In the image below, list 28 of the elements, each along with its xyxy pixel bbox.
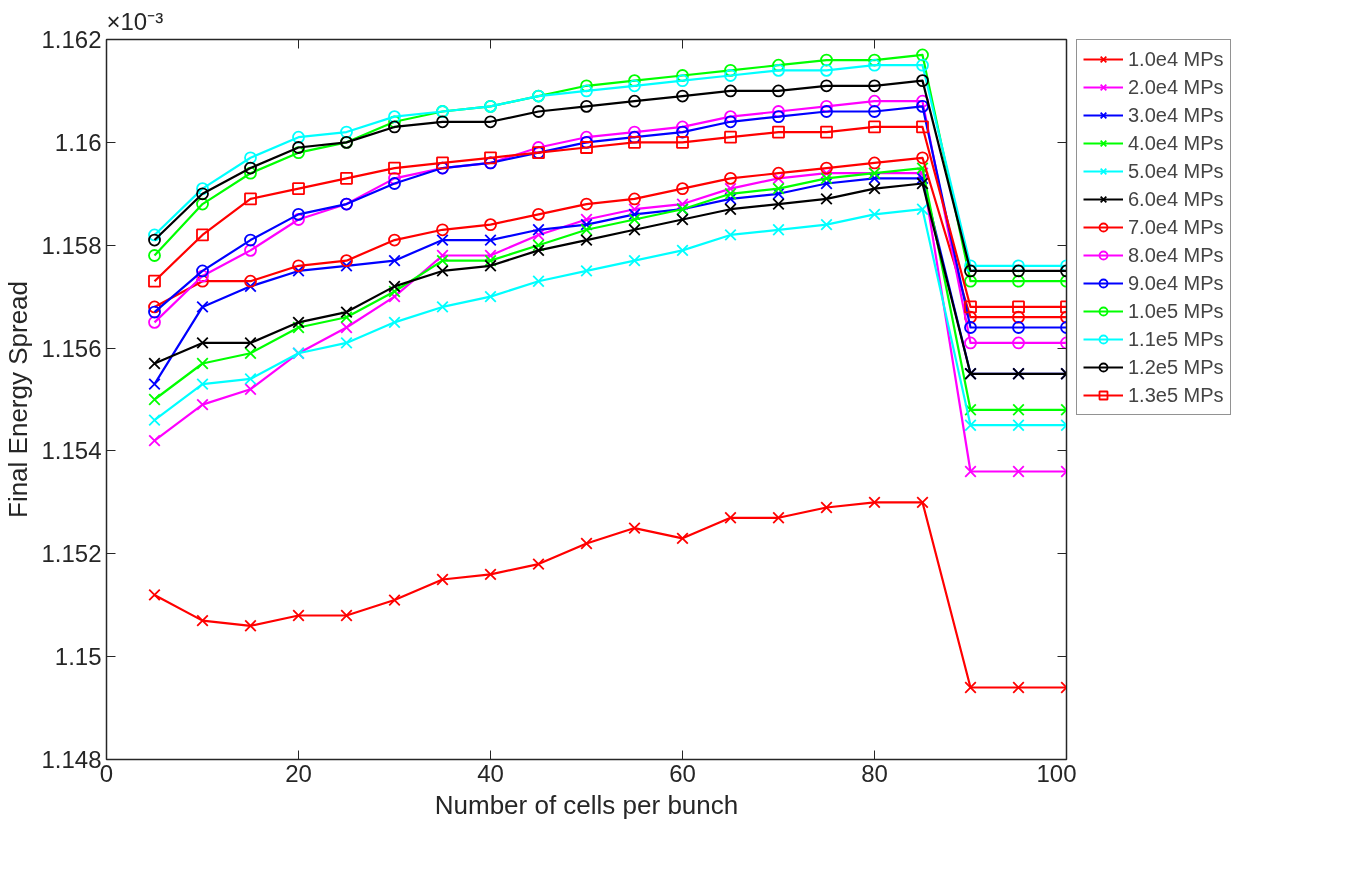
legend-label: 5.0e4 MPs xyxy=(1128,158,1224,184)
legend-label: 1.1e5 MPs xyxy=(1128,326,1224,352)
y-tick-label: 1.152 xyxy=(41,540,102,568)
y-tick-label: 1.154 xyxy=(41,437,102,465)
legend-label: 9.0e4 MPs xyxy=(1128,270,1224,296)
x-axis-title: Number of cells per bunch xyxy=(434,789,739,820)
x-tick-label: 80 xyxy=(861,759,888,787)
legend-label: 6.0e4 MPs xyxy=(1128,186,1224,212)
y-axis-title: Final Energy Spread xyxy=(3,280,34,519)
y-tick-label: 1.158 xyxy=(41,231,102,259)
legend-label: 3.0e4 MPs xyxy=(1128,102,1224,128)
legend-label: 2.0e4 MPs xyxy=(1128,74,1224,100)
legend-label: 4.0e4 MPs xyxy=(1128,130,1224,156)
legend-label: 1.3e5 MPs xyxy=(1128,382,1224,408)
y-tick-label: 1.16 xyxy=(54,128,102,156)
legend-label: 1.2e5 MPs xyxy=(1128,354,1224,380)
y-tick-label: 1.156 xyxy=(41,334,102,362)
legend-label: 1.0e4 MPs xyxy=(1128,46,1224,72)
legend-label: 8.0e4 MPs xyxy=(1128,242,1224,268)
x-tick-label: 40 xyxy=(477,759,504,787)
legend-label: 1.0e5 MPs xyxy=(1128,298,1224,324)
x-tick-label: 20 xyxy=(285,759,312,787)
x-tick-label: 100 xyxy=(1036,759,1077,787)
x-tick-label: 60 xyxy=(669,759,696,787)
y-tick-label: 1.15 xyxy=(54,643,102,671)
legend-label: 7.0e4 MPs xyxy=(1128,214,1224,240)
y-tick-label: 1.162 xyxy=(41,26,102,53)
text: ×10⁻³ xyxy=(106,7,164,35)
